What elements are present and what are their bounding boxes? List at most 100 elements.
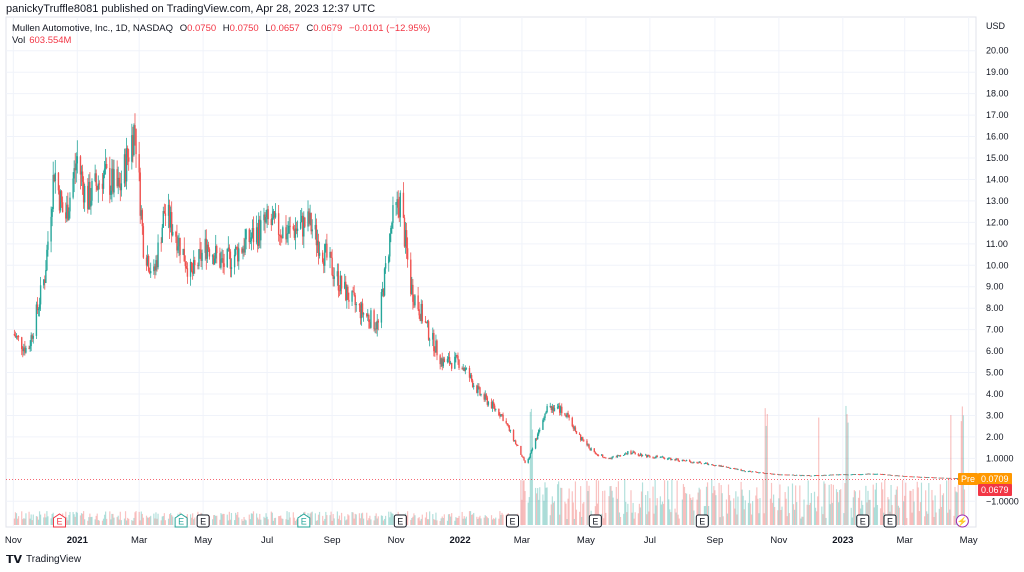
candle-body [693, 462, 695, 463]
candle-body [417, 295, 419, 310]
candle-body [523, 457, 525, 461]
y-tick-label: 6.00 [986, 346, 1004, 356]
currency-label: USD [986, 21, 1006, 31]
volume-bar [727, 484, 730, 525]
volume-bar [236, 514, 238, 525]
volume-bar [630, 490, 632, 525]
volume-bar [32, 514, 34, 525]
volume-bar [534, 487, 537, 525]
candle-body [875, 473, 878, 475]
volume-bar [919, 502, 922, 525]
volume-bar [389, 517, 391, 525]
volume-bar [938, 508, 940, 525]
volume-bar [221, 514, 223, 525]
volume-bar [347, 514, 349, 525]
volume-bar [625, 501, 627, 525]
volume-bar [638, 503, 640, 525]
candle-body [509, 429, 512, 431]
volume-legend: Vol 603.554M [12, 35, 71, 46]
volume-bar [420, 518, 422, 525]
volume-bar [439, 520, 441, 525]
volume-bar [520, 480, 522, 525]
volume-bar [355, 514, 357, 525]
candle-body [954, 478, 956, 479]
candle-body [733, 468, 735, 469]
candle-body [712, 464, 714, 466]
candle-body [793, 475, 796, 476]
volume-bar [270, 511, 272, 525]
candle-body [82, 181, 85, 203]
candle-body [612, 456, 614, 458]
volume-bar [830, 484, 832, 525]
volume-bar [770, 482, 773, 525]
volume-bar [264, 518, 266, 525]
volume-bar [528, 497, 530, 525]
volume-bar [226, 514, 228, 525]
volume-bar [663, 480, 666, 525]
volume-bar [552, 502, 554, 525]
candle-body [329, 251, 331, 258]
candle-body [164, 213, 167, 216]
event-marker [955, 514, 969, 528]
candle-body [495, 408, 497, 410]
volume-bar [37, 519, 40, 525]
volume-bar [712, 493, 714, 525]
candle-body [578, 433, 581, 435]
volume-bar [608, 496, 610, 525]
volume-bar [124, 511, 127, 525]
candle-body [172, 231, 174, 236]
footer-brand[interactable]: TradingView [26, 554, 82, 565]
volume-bar [539, 487, 541, 525]
candle-body [747, 471, 750, 473]
volume-bar [538, 499, 540, 525]
volume-bar [435, 512, 437, 525]
candle-body [242, 248, 244, 253]
candle-body [524, 460, 526, 463]
volume-bar [784, 492, 786, 525]
candle-body [81, 171, 84, 182]
candle-body [705, 462, 708, 464]
candle-body [250, 237, 253, 241]
candle-body [331, 257, 333, 276]
candle-body [464, 368, 467, 371]
volume-bar [755, 495, 757, 525]
candle-body [911, 476, 913, 478]
legend-open-label: O [179, 23, 188, 34]
candle-body [98, 183, 101, 185]
candle-body [683, 460, 686, 462]
volume-bar [43, 517, 45, 525]
y-tick-label: 9.00 [986, 282, 1004, 292]
candle-body [66, 204, 68, 219]
candle-body [681, 459, 684, 462]
candle-body [116, 169, 118, 187]
candle-body [399, 192, 401, 218]
candle-body [57, 172, 60, 191]
legend-symbol[interactable]: Mullen Automotive, Inc., 1D, NASDAQ [12, 23, 174, 34]
candle-body [427, 321, 430, 340]
volume-bar [792, 504, 795, 525]
candle-body [243, 248, 245, 253]
tradingview-logo-icon[interactable]: 𝗧𝗩 [6, 554, 23, 566]
volume-bar [464, 518, 466, 525]
volume-bar [616, 498, 618, 525]
candle-body [333, 276, 335, 279]
event-marker [695, 514, 709, 528]
volume-bar [934, 495, 936, 525]
volume-bar [440, 518, 442, 525]
volume-bar [521, 499, 523, 525]
volume-bar [109, 511, 111, 525]
candle-body [375, 328, 377, 330]
volume-bar [813, 491, 816, 525]
candle-body [763, 473, 765, 474]
volume-bar [956, 492, 958, 525]
candle-body [786, 474, 788, 476]
volume-bar [822, 514, 824, 525]
volume-bar [111, 513, 113, 525]
candle-body [359, 305, 362, 319]
candle-body [458, 359, 460, 368]
candle-body [542, 420, 544, 430]
candle-body [720, 465, 722, 467]
candle-body [292, 226, 295, 230]
volume-bar [567, 498, 569, 525]
